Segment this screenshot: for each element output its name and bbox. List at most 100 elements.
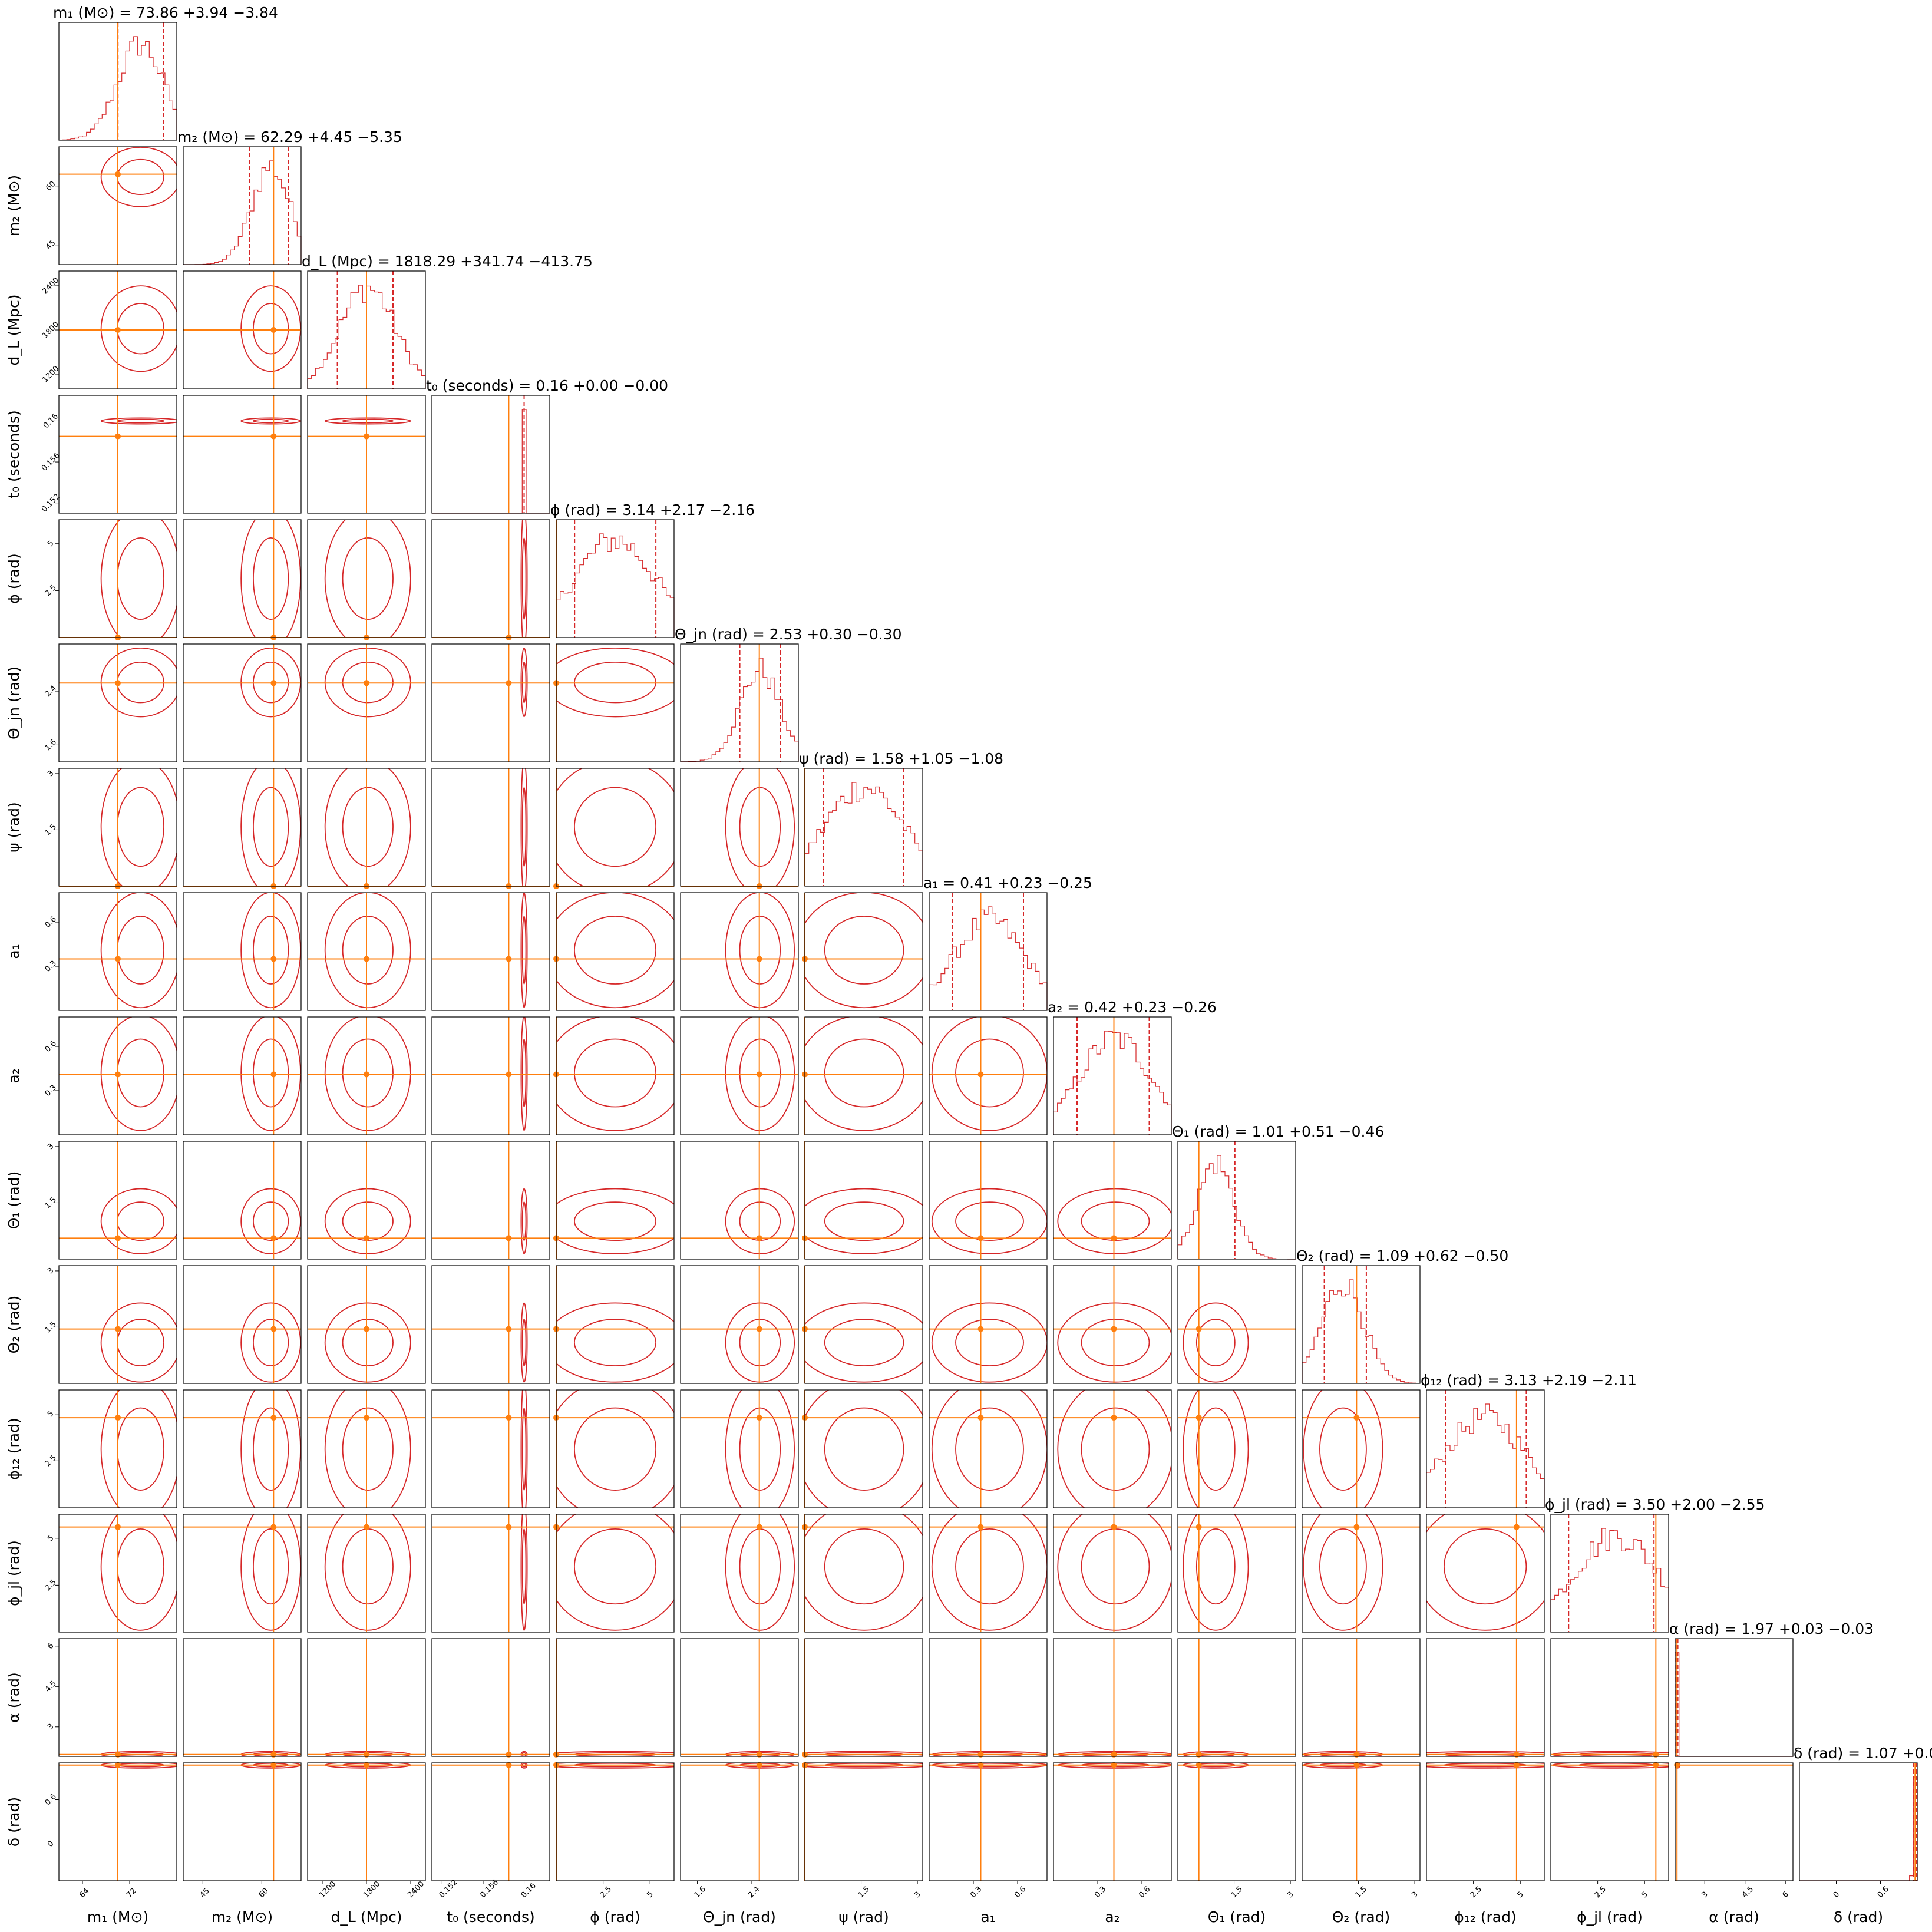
panel-frame	[1675, 1638, 1794, 1757]
truth-marker	[1195, 1762, 1202, 1768]
contour-level-2	[1303, 1514, 1383, 1631]
contour-panel-m2-dL	[183, 270, 302, 389]
panel-frame	[929, 1762, 1048, 1881]
contour-group	[100, 285, 177, 372]
contour-panel-a1-theta1	[929, 1141, 1048, 1260]
panel-frame	[680, 1265, 799, 1384]
contour-level-2	[324, 768, 411, 886]
panel-title-thetajn: Θ_jn (rad) = 2.53 +0.30 −0.30	[675, 626, 902, 643]
contour-panel-t0-theta1	[431, 1141, 550, 1260]
contour-level-2	[324, 1302, 411, 1383]
contour-level-2	[240, 417, 301, 425]
x-axis-label-t0: t₀ (seconds)	[447, 1908, 534, 1926]
x-tick-label: 2400	[406, 1880, 426, 1900]
x-tick-label: 3	[1286, 1890, 1295, 1900]
contour-level-1	[573, 1201, 657, 1241]
contour-panel-m2-alpha	[183, 1638, 302, 1758]
panel-frame	[929, 1016, 1048, 1135]
panel-frame	[58, 146, 177, 265]
contour-group	[100, 1390, 177, 1508]
histogram-psi	[804, 782, 923, 886]
panel-frame	[1053, 1265, 1172, 1384]
histogram-phi	[556, 533, 675, 638]
truth-marker	[364, 1071, 369, 1078]
contour-level-2	[324, 520, 411, 638]
truth-marker	[115, 680, 121, 686]
contour-group	[556, 1302, 674, 1383]
contour-panel-m1-thetajn	[58, 643, 177, 762]
contour-group	[725, 1188, 795, 1254]
x-axis-phi12: 2.5 5 ϕ₁₂ (rad)	[1454, 1881, 1525, 1926]
truth-marker	[506, 1235, 512, 1241]
contour-level-2	[240, 1514, 301, 1631]
contour-level-1	[342, 916, 394, 985]
panel-frame	[58, 519, 177, 638]
contour-group	[1303, 1390, 1383, 1508]
truth-marker	[1111, 1751, 1117, 1758]
y-axis-psi: 1.5 3 ψ (rad)	[5, 769, 59, 853]
contour-group	[100, 647, 177, 718]
contour-group	[100, 768, 177, 886]
contour-panel-m2-phi12	[183, 1389, 302, 1508]
contour-panel-dL-psi	[307, 768, 426, 889]
panel-frame	[431, 1141, 550, 1260]
contour-level-1	[739, 787, 781, 867]
contour-panel-m1-theta2	[58, 1265, 177, 1384]
contour-level-2	[520, 520, 528, 638]
truth-marker	[506, 956, 512, 962]
contour-level-2	[100, 1017, 177, 1131]
panel-frame	[680, 1389, 799, 1508]
contour-level-1	[117, 158, 164, 195]
truth-marker	[1353, 1762, 1360, 1768]
contour-level-2	[324, 1514, 411, 1631]
contour-level-1	[1319, 1528, 1367, 1605]
contour-level-1	[573, 1528, 657, 1605]
panel-frame	[58, 1762, 177, 1881]
x-tick-label: 0.156	[478, 1878, 500, 1900]
contour-level-1	[739, 1319, 781, 1366]
panel-title-phijl: ϕ_jl (rad) = 3.50 +2.00 −2.55	[1545, 1496, 1765, 1513]
truth-marker	[977, 1235, 984, 1241]
x-axis-theta2: 1.5 3 Θ₂ (rad)	[1332, 1881, 1420, 1926]
contour-level-1	[573, 1407, 657, 1491]
panel-frame	[58, 395, 177, 514]
contour-panel-thetajn-phi12	[680, 1389, 799, 1508]
contour-group	[1183, 1302, 1249, 1383]
panel-frame	[431, 1638, 550, 1757]
contour-level-2	[240, 893, 301, 1009]
panel-frame	[1302, 1514, 1421, 1633]
contour-level-1	[521, 1319, 527, 1366]
truth-marker	[756, 1326, 762, 1332]
contour-panel-theta1-delta	[1177, 1762, 1296, 1881]
panel-frame	[307, 1141, 426, 1260]
panel-frame	[183, 1762, 302, 1881]
truth-marker	[270, 1751, 277, 1758]
contour-group	[240, 285, 301, 372]
truth-marker	[1353, 1751, 1360, 1758]
contour-level-2	[1426, 1514, 1544, 1631]
x-axis-label-m2: m₂ (M⊙)	[212, 1908, 273, 1926]
contour-panel-thetajn-theta2	[680, 1265, 799, 1384]
panel-frame	[929, 892, 1048, 1011]
y-tick-label: 2.5	[44, 1454, 58, 1468]
contour-level-1	[521, 1038, 527, 1108]
contour-group	[1183, 1514, 1249, 1631]
truth-marker	[1195, 1415, 1202, 1421]
truth-marker	[364, 1235, 369, 1241]
y-axis-theta1: 1.5 3 Θ₁ (rad)	[5, 1142, 59, 1229]
contour-group	[931, 1017, 1047, 1131]
contour-group	[240, 1302, 301, 1383]
contour-level-1	[253, 787, 289, 867]
contour-group	[324, 893, 411, 1009]
contour-panel-phijl-delta	[1550, 1762, 1669, 1881]
contour-group	[100, 1302, 177, 1383]
panel-frame	[1675, 1762, 1794, 1881]
contour-level-2	[556, 1763, 674, 1769]
contour-level-2	[100, 1188, 177, 1254]
contour-panel-t0-a2	[431, 1016, 550, 1135]
contour-panel-m1-phi	[58, 519, 177, 640]
contour-level-1	[253, 1528, 289, 1605]
contour-level-1	[1081, 1319, 1150, 1366]
panel-frame	[183, 1514, 302, 1633]
contour-panel-theta1-phi12	[1177, 1389, 1296, 1508]
